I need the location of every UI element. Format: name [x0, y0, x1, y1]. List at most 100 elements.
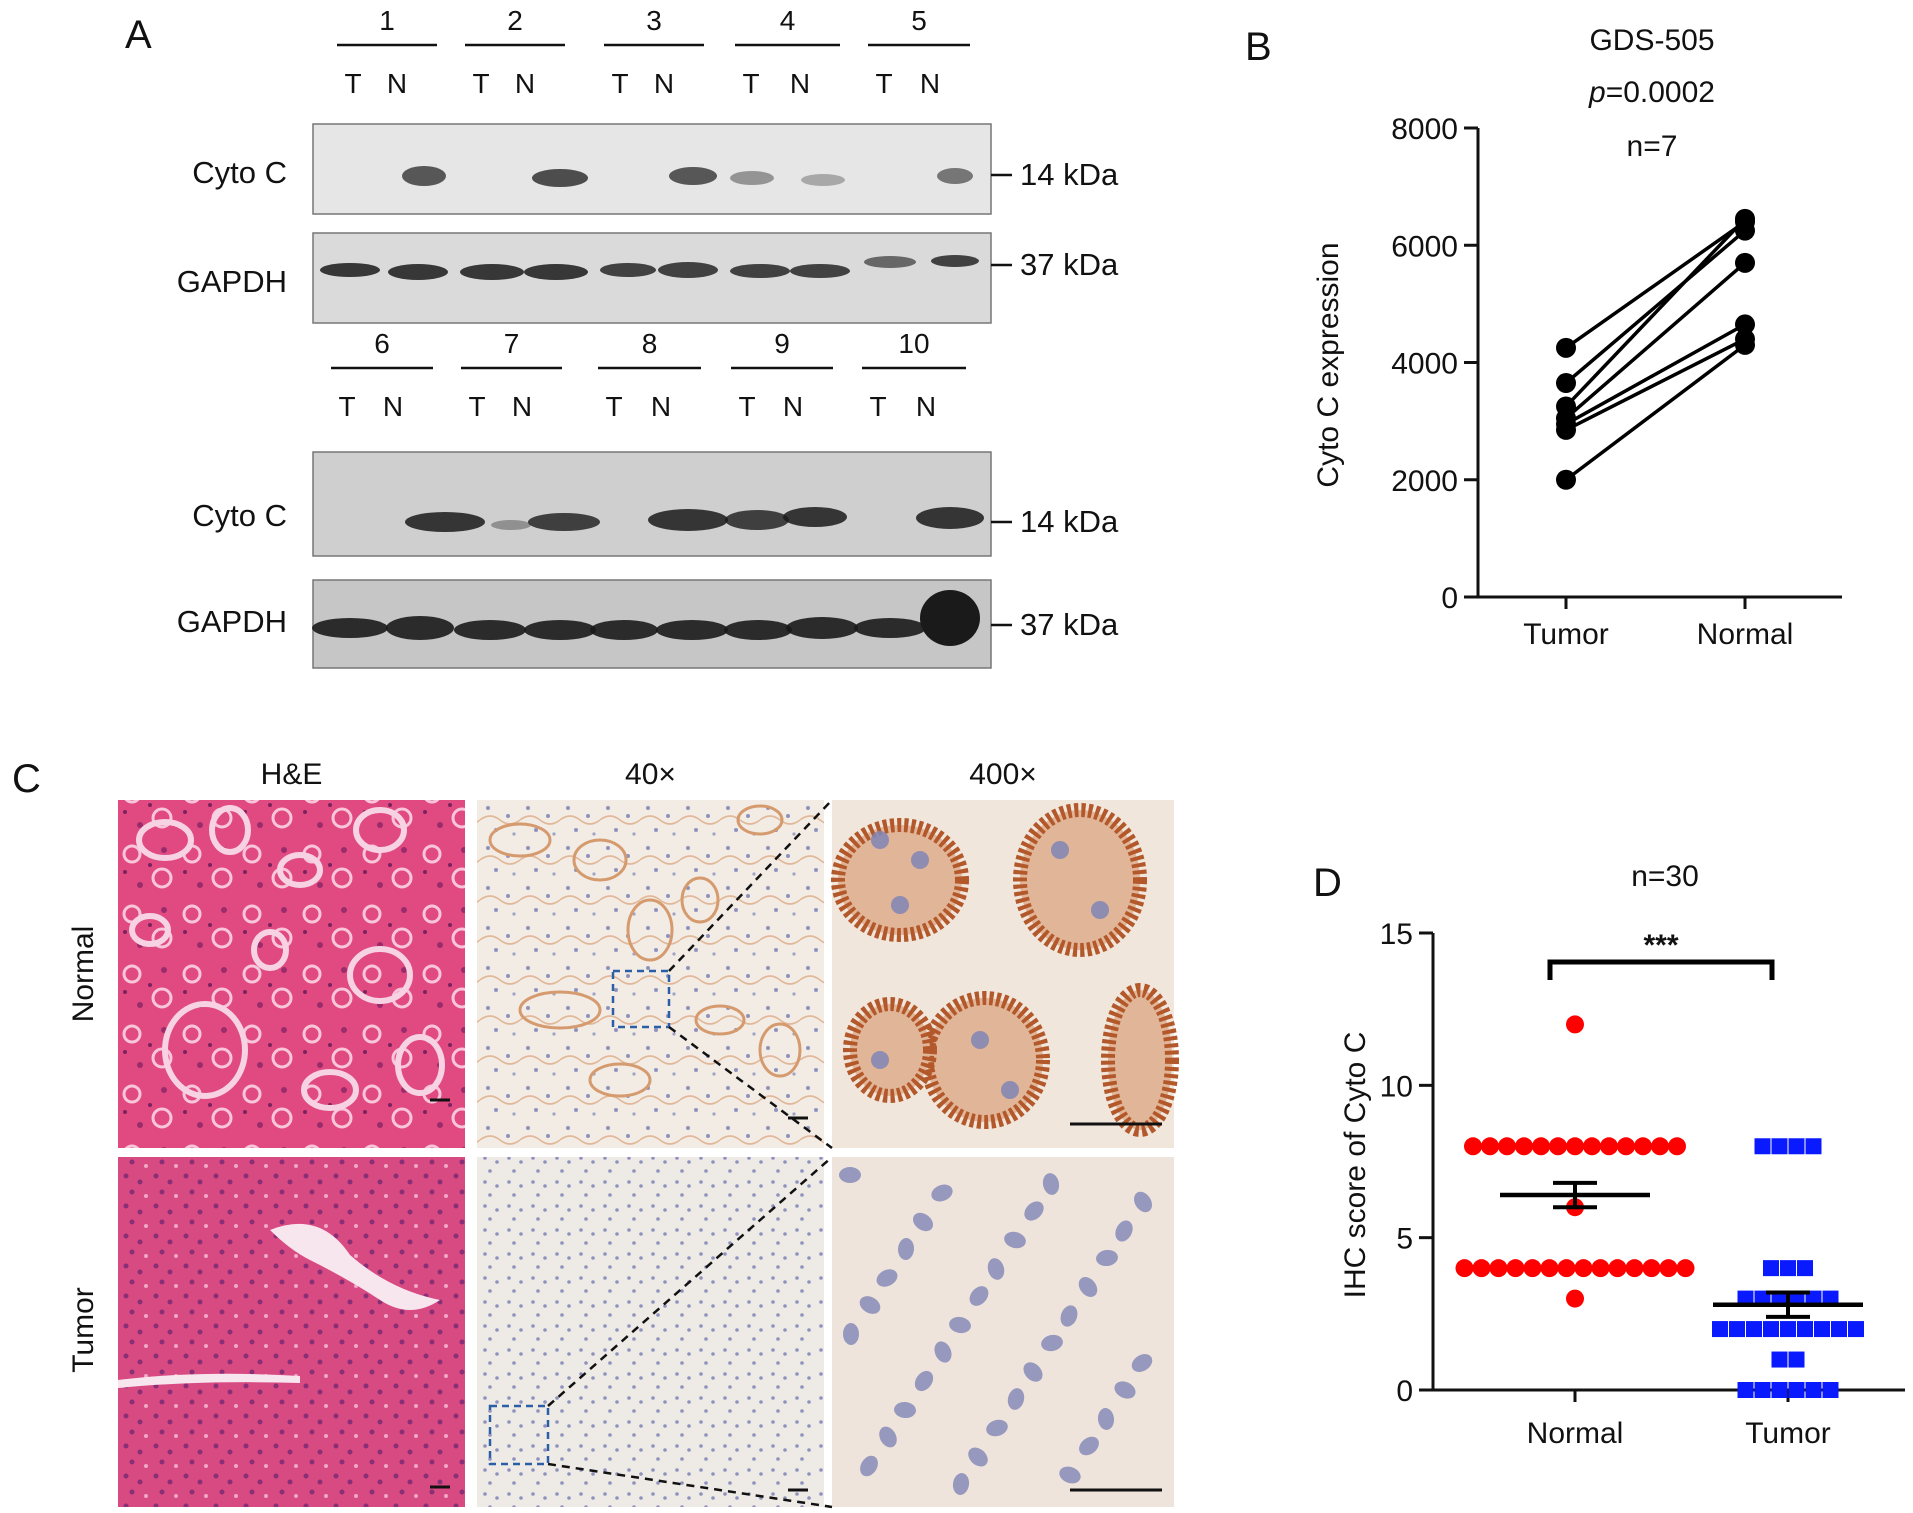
- blot-band: [320, 263, 380, 277]
- blot-band: [405, 512, 485, 532]
- row-label-cytoc: Cyto C: [192, 498, 287, 533]
- pair-line: [1565, 322, 1746, 426]
- zoom-box: [611, 969, 671, 1029]
- blot-band: [528, 513, 600, 531]
- lane-number: 1: [379, 5, 395, 36]
- tumor-point: [1729, 1321, 1745, 1338]
- lane-number: 7: [504, 328, 520, 359]
- pair-line: [1564, 261, 1747, 420]
- tumor-point: [1848, 1321, 1864, 1338]
- lane-n-label: N: [783, 391, 803, 422]
- nucleus: [1023, 1362, 1043, 1382]
- tumor-point: [1831, 1321, 1847, 1338]
- p-value-symbol: p: [1588, 76, 1606, 109]
- lane-t-label: T: [338, 391, 355, 422]
- normal-point: [1659, 1259, 1678, 1278]
- lane-n-label: N: [654, 68, 674, 99]
- lane-number: 6: [374, 328, 390, 359]
- blot-band: [658, 262, 718, 278]
- x-tick-label: Normal: [1527, 1417, 1624, 1450]
- blot-band: [724, 620, 792, 640]
- normal-point: [1557, 1259, 1576, 1278]
- tumor-point: [1556, 469, 1576, 490]
- tumor-point: [1814, 1321, 1830, 1338]
- y-axis-label: IHC score of Cyto C: [1339, 1032, 1372, 1299]
- lane-n-label: N: [383, 391, 403, 422]
- micrograph-panel: [832, 1157, 1174, 1507]
- chart-subtitle: p=0.0002: [1588, 76, 1715, 109]
- blot-band: [854, 618, 926, 638]
- nucleus: [891, 896, 909, 914]
- lane-number: 9: [774, 328, 790, 359]
- chart-title: n=30: [1631, 860, 1699, 893]
- nucleus: [931, 1184, 953, 1202]
- row-label: Tumor: [67, 1287, 100, 1373]
- blot-band: [388, 264, 448, 280]
- x-tick-label: Tumor: [1745, 1417, 1831, 1450]
- zoom-box: [488, 1404, 550, 1466]
- normal-point: [1608, 1259, 1627, 1278]
- nucleus: [839, 1167, 861, 1183]
- column-title: H&E: [261, 758, 323, 791]
- panel-letter: C: [12, 757, 41, 801]
- lane-number: 2: [507, 5, 523, 36]
- nucleus: [968, 1447, 988, 1467]
- normal-point: [1625, 1259, 1644, 1278]
- nucleus: [1001, 1081, 1019, 1099]
- lane-number: 8: [642, 328, 658, 359]
- tumor-point: [1746, 1321, 1762, 1338]
- tumor-point: [1805, 1138, 1822, 1155]
- blot-band: [460, 264, 524, 280]
- blot-band: [491, 520, 531, 530]
- he-structure: [251, 929, 289, 971]
- blot-membrane: [312, 123, 992, 215]
- marker-label: 37 kDa: [1020, 607, 1119, 642]
- tumor-point: [1737, 1382, 1754, 1398]
- blot-band: [524, 264, 588, 280]
- panel-letter: A: [125, 13, 152, 57]
- normal-point: [1735, 334, 1755, 355]
- tumor-point: [1556, 337, 1576, 358]
- y-tick-label: 10: [1380, 1070, 1413, 1103]
- ihc-tubule: [588, 1062, 652, 1098]
- nucleus: [1134, 1191, 1152, 1213]
- nucleus: [871, 1051, 889, 1069]
- normal-point: [1464, 1137, 1482, 1156]
- he-lumen: [118, 1373, 300, 1388]
- nucleus: [1059, 1466, 1081, 1484]
- panel-letter: D: [1313, 861, 1342, 905]
- zoom-connector: [668, 1025, 833, 1150]
- lane-t-label: T: [742, 68, 759, 99]
- he-structure: [347, 946, 413, 1004]
- ihc-tubule: [488, 822, 552, 858]
- nucleus: [1091, 901, 1109, 919]
- lane-t-label: T: [344, 68, 361, 99]
- nucleus: [859, 1296, 881, 1314]
- blot-band: [931, 255, 979, 267]
- blot-band: [920, 590, 980, 646]
- lane-t-label: T: [875, 68, 892, 99]
- blot-band: [937, 168, 973, 184]
- he-structure: [136, 819, 194, 861]
- tumor-point: [1780, 1260, 1796, 1277]
- normal-point: [1617, 1137, 1635, 1156]
- blot-membrane: [312, 451, 992, 557]
- normal-point: [1532, 1137, 1550, 1156]
- y-tick-label: 0: [1396, 1375, 1413, 1408]
- chart-title: GDS-505: [1589, 24, 1714, 57]
- nucleus: [911, 851, 929, 869]
- nucleus: [1115, 1220, 1133, 1242]
- lane-n-label: N: [651, 391, 671, 422]
- normal-point: [1523, 1259, 1542, 1278]
- nucleus: [987, 1258, 1005, 1280]
- blot-band: [864, 256, 916, 268]
- ihc-tubule: [680, 876, 720, 924]
- blot-band: [648, 509, 728, 531]
- lane-n-label: N: [387, 68, 407, 99]
- nucleus: [1007, 1388, 1025, 1410]
- nucleus: [842, 1323, 860, 1345]
- lane-t-label: T: [472, 68, 489, 99]
- nucleus: [1078, 1277, 1098, 1297]
- lane-number: 3: [646, 5, 662, 36]
